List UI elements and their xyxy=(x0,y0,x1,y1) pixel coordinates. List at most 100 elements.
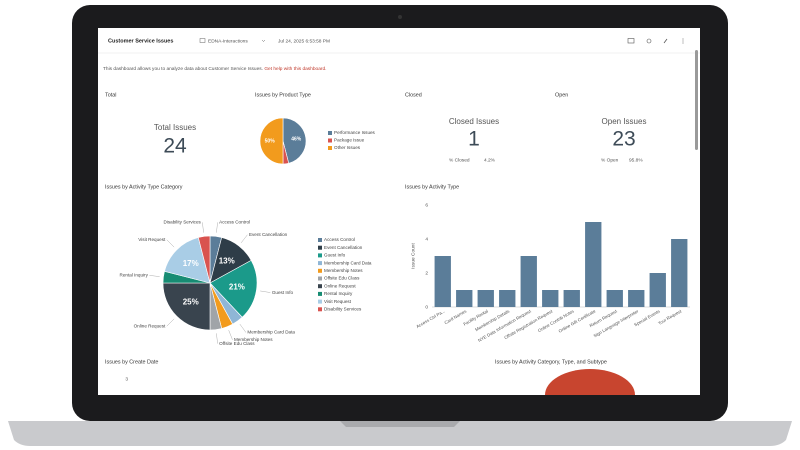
callout-line xyxy=(260,290,271,293)
laptop-notch xyxy=(340,421,460,427)
legend-swatch xyxy=(318,261,322,266)
description: This dashboard allows you to analyze dat… xyxy=(103,66,326,72)
scrollbar[interactable] xyxy=(695,50,698,150)
bar[interactable] xyxy=(671,239,688,307)
more-icon-dot[interactable] xyxy=(682,40,684,42)
panel-title: Issues by Activity Category, Type, and S… xyxy=(495,359,607,365)
pie-slice[interactable] xyxy=(197,235,211,284)
kpi-label: Closed Issues xyxy=(449,117,499,126)
pie-slice[interactable] xyxy=(282,117,307,164)
description-text: This dashboard allows you to analyze dat… xyxy=(103,66,263,72)
legend-swatch xyxy=(318,299,322,304)
kpi-pct-label: % Open xyxy=(601,157,619,163)
legend-label[interactable]: Performance Issues xyxy=(334,130,376,135)
panel-title: Open xyxy=(555,92,568,98)
legend-label[interactable]: Membership Notes xyxy=(324,268,363,273)
sunburst-preview xyxy=(545,369,635,395)
more-icon-dot[interactable] xyxy=(682,42,684,44)
present-icon[interactable] xyxy=(627,38,635,44)
help-link[interactable]: Get help with this dashboard. xyxy=(264,66,326,72)
callout-line xyxy=(240,234,248,244)
kpi-pct: 95.8% xyxy=(629,157,643,163)
y-tick-label: 4 xyxy=(425,236,428,242)
legend-label[interactable]: Online Request xyxy=(324,283,356,288)
bar[interactable] xyxy=(477,290,494,307)
y-tick-label: 2 xyxy=(425,270,428,276)
legend-label[interactable]: Guest Info xyxy=(324,253,346,258)
edit-icon[interactable] xyxy=(663,38,668,44)
bar[interactable] xyxy=(542,290,559,307)
panel-title: Issues by Create Date xyxy=(105,359,158,365)
callout-label: Membership Card Data xyxy=(247,330,295,335)
legend-label[interactable]: Visit Request xyxy=(324,299,352,304)
bar[interactable] xyxy=(649,273,666,307)
charts: 46% 50% Performance Issues Package Issue Oth… xyxy=(120,117,690,346)
bar[interactable] xyxy=(628,290,645,307)
pie-slice[interactable] xyxy=(164,237,211,284)
legend-label[interactable]: Membership Card Data xyxy=(324,260,372,265)
kpi-pct-label: % Closed xyxy=(449,157,470,163)
legend-label[interactable]: Rental Inquiry xyxy=(324,291,353,296)
pie-slice[interactable] xyxy=(209,259,258,318)
panel-title: Issues by Activity Type Category xyxy=(105,184,183,190)
pie-slice[interactable] xyxy=(259,117,284,165)
callout-label: Guest Info xyxy=(272,290,294,295)
legend-label[interactable]: Package Issue xyxy=(334,138,365,143)
bar[interactable] xyxy=(585,222,602,307)
callout-line xyxy=(166,239,175,248)
y-tick-label: 6 xyxy=(425,202,428,208)
bar[interactable] xyxy=(563,290,580,307)
slice-label: 50% xyxy=(265,138,276,144)
source-selector[interactable]: EDNA-Interactions xyxy=(208,38,248,44)
panel-title: Issues by Product Type xyxy=(255,92,311,98)
legend-swatch xyxy=(318,238,322,242)
y-tick-label: 0 xyxy=(425,304,428,310)
callout-label: Event Cancellation xyxy=(249,232,288,237)
legend-swatch xyxy=(328,146,332,150)
bar[interactable] xyxy=(434,256,451,307)
callout-line xyxy=(216,333,218,344)
legend-label[interactable]: Access Control xyxy=(324,237,355,242)
legend-label[interactable]: Offsite Edu Class xyxy=(324,276,360,281)
bar[interactable] xyxy=(456,290,473,307)
slice-label: 21% xyxy=(229,282,245,291)
callout-label: Rental Inquiry xyxy=(120,273,149,278)
dropdown-caret[interactable] xyxy=(261,39,266,42)
panel-title: Total xyxy=(105,92,116,98)
callout-line xyxy=(228,330,233,340)
callout-line xyxy=(216,222,218,233)
more-icon-dot[interactable] xyxy=(682,38,684,40)
slice-label: 13% xyxy=(219,257,235,266)
legend-swatch xyxy=(318,291,322,296)
legend-label[interactable]: Disability Services xyxy=(324,307,362,312)
legend-label[interactable]: Other Issues xyxy=(334,145,361,150)
bar[interactable] xyxy=(520,256,537,307)
legend-swatch xyxy=(318,253,322,258)
pie-slice[interactable] xyxy=(162,282,211,331)
timestamp: Jul 24, 2025 6:53:58 PM xyxy=(278,38,330,44)
kpi-label: Open Issues xyxy=(602,117,647,126)
dashboard-title: Customer Service Issues xyxy=(108,38,173,44)
source-icon xyxy=(199,38,206,43)
kpi-value: 23 xyxy=(612,128,635,151)
callout-label: Online Request xyxy=(134,323,166,328)
y-tick-label: 3 xyxy=(125,376,128,382)
legend-swatch xyxy=(318,307,322,312)
laptop-base xyxy=(8,421,792,446)
share-icon[interactable] xyxy=(646,38,652,44)
slice-label: 17% xyxy=(183,259,199,268)
camera xyxy=(398,15,402,19)
legend-swatch xyxy=(328,131,332,135)
panel-title: Issues by Activity Type xyxy=(405,184,459,190)
legend-label[interactable]: Event Cancellation xyxy=(324,245,363,250)
slice-label: 46% xyxy=(291,137,302,143)
bar[interactable] xyxy=(499,290,516,307)
callout-line xyxy=(202,222,204,233)
y-axis-label: Issue Count xyxy=(410,243,416,269)
callout-label: Visit Request xyxy=(138,237,166,242)
bar[interactable] xyxy=(606,290,623,307)
legend-swatch xyxy=(328,138,332,143)
legend-swatch xyxy=(318,284,322,289)
legend-swatch xyxy=(318,268,322,273)
